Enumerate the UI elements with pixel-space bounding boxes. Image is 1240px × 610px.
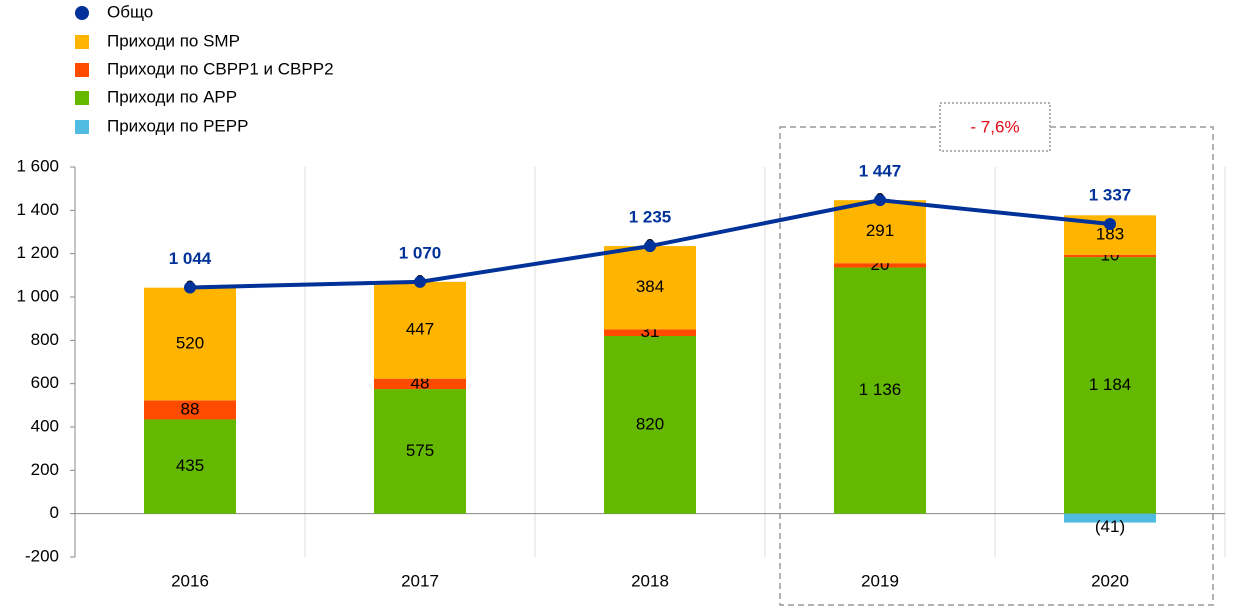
bar-segment — [144, 287, 236, 401]
value-label: 291 — [866, 221, 894, 240]
bar-segment — [834, 263, 926, 268]
value-label: 520 — [176, 334, 204, 353]
legend-label: Общо — [107, 2, 153, 21]
annotation-box — [939, 102, 1051, 152]
value-label: 1 136 — [859, 380, 902, 399]
bar-segment — [374, 378, 466, 390]
value-label: 447 — [406, 320, 434, 339]
bar-segment — [604, 329, 696, 336]
y-tick-label: 200 — [31, 460, 59, 479]
bar-segment — [604, 336, 696, 514]
y-tick-label: -200 — [25, 546, 59, 565]
total-point — [414, 275, 426, 288]
annotation: - 7,6% — [970, 117, 1019, 136]
value-label: 183 — [1096, 225, 1124, 244]
bar-segment — [374, 281, 466, 379]
value-label: (41) — [1095, 517, 1125, 536]
total-point — [874, 194, 886, 207]
bar-segment — [1064, 513, 1156, 523]
bar-segment — [144, 419, 236, 514]
value-label: 820 — [636, 414, 664, 433]
total-point — [1104, 217, 1116, 230]
bar-segment — [1064, 257, 1156, 514]
x-tick-label: 2019 — [861, 571, 899, 590]
x-tick-label: 2018 — [631, 571, 669, 590]
value-label: 384 — [636, 277, 664, 296]
value-label: 1 184 — [1089, 375, 1132, 394]
legend-marker — [75, 35, 89, 49]
legend-label: Приходи по CBPP1 и CBPP2 — [107, 59, 334, 78]
legend-label: Приходи по SMP — [107, 31, 240, 50]
legend-marker — [75, 91, 89, 105]
legend-label: Приходи по PEPP — [107, 116, 248, 135]
total-label: 1 337 — [1089, 185, 1132, 204]
value-label: 435 — [176, 456, 204, 475]
y-tick-label: 400 — [31, 416, 59, 435]
bar-segment — [834, 267, 926, 514]
y-tick-label: 1 200 — [16, 243, 59, 262]
x-tick-label: 2016 — [171, 571, 209, 590]
total-label: 1 447 — [859, 162, 902, 181]
bar-segment — [834, 200, 926, 264]
total-point — [184, 281, 196, 294]
total-label: 1 235 — [629, 208, 672, 227]
x-tick-label: 2017 — [401, 571, 439, 590]
value-label: 575 — [406, 441, 434, 460]
bar-segment — [374, 389, 466, 514]
legend-marker — [75, 63, 89, 77]
legend-marker — [75, 120, 89, 134]
y-tick-label: 600 — [31, 373, 59, 392]
y-tick-label: 1 400 — [16, 200, 59, 219]
bar-segment — [1064, 254, 1156, 258]
bar-segment — [144, 400, 236, 420]
x-tick-label: 2020 — [1091, 571, 1129, 590]
highlight-box — [779, 126, 1214, 606]
y-tick-label: 1 000 — [16, 286, 59, 305]
legend-label: Приходи по APP — [107, 87, 237, 106]
y-tick-label: 1 600 — [16, 156, 59, 175]
total-point — [644, 240, 656, 253]
bar-segment — [604, 246, 696, 330]
y-tick-label: 800 — [31, 330, 59, 349]
y-tick-label: 0 — [50, 503, 59, 522]
total-label: 1 070 — [399, 243, 442, 262]
total-label: 1 044 — [169, 249, 212, 268]
legend-marker — [75, 6, 89, 20]
value-label: 88 — [181, 399, 200, 418]
